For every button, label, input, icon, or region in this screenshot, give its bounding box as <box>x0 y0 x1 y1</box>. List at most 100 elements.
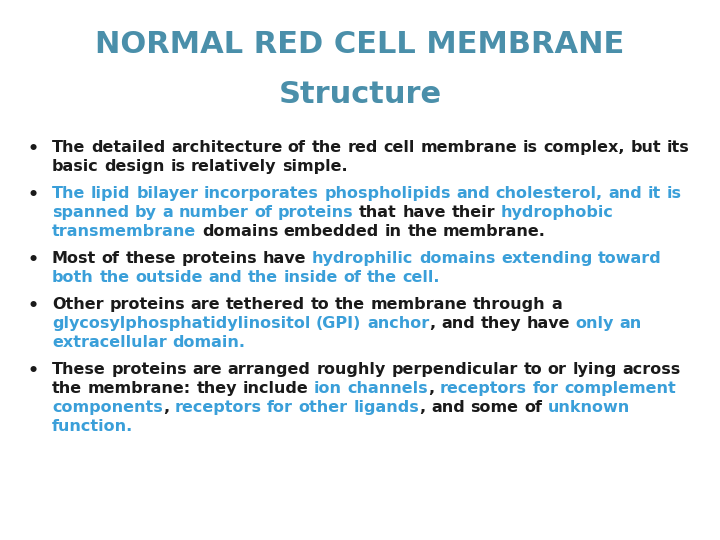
Text: the: the <box>99 270 130 285</box>
Text: extracellular: extracellular <box>52 335 167 350</box>
Text: they: they <box>480 316 521 331</box>
Text: are: are <box>193 362 222 377</box>
Text: NORMAL RED CELL MEMBRANE: NORMAL RED CELL MEMBRANE <box>95 30 625 59</box>
Text: Structure: Structure <box>279 80 441 109</box>
Text: domains: domains <box>419 251 495 266</box>
Text: is: is <box>523 140 538 155</box>
Text: toward: toward <box>598 251 662 266</box>
Text: these: these <box>125 251 176 266</box>
Text: proteins: proteins <box>112 362 187 377</box>
Text: arranged: arranged <box>228 362 311 377</box>
Text: basic: basic <box>52 159 99 174</box>
Text: is: is <box>667 186 682 201</box>
Text: cell.: cell. <box>402 270 440 285</box>
Text: of: of <box>102 251 120 266</box>
Text: of: of <box>288 140 306 155</box>
Text: embedded: embedded <box>284 224 379 239</box>
Text: perpendicular: perpendicular <box>391 362 518 377</box>
Text: and: and <box>608 186 642 201</box>
Text: ,: , <box>419 400 426 415</box>
Text: lying: lying <box>572 362 616 377</box>
Text: roughly: roughly <box>316 362 386 377</box>
Text: the: the <box>335 297 365 312</box>
Text: complex,: complex, <box>544 140 625 155</box>
Text: an: an <box>620 316 642 331</box>
Text: •: • <box>28 362 39 380</box>
Text: its: its <box>667 140 689 155</box>
Text: a: a <box>552 297 562 312</box>
Text: phospholipids: phospholipids <box>324 186 451 201</box>
Text: complement: complement <box>564 381 676 396</box>
Text: domain.: domain. <box>172 335 246 350</box>
Text: design: design <box>104 159 165 174</box>
Text: in: in <box>384 224 402 239</box>
Text: Other: Other <box>52 297 104 312</box>
Text: across: across <box>622 362 680 377</box>
Text: Most: Most <box>52 251 96 266</box>
Text: both: both <box>52 270 94 285</box>
Text: and: and <box>441 316 474 331</box>
Text: proteins: proteins <box>278 205 354 220</box>
Text: ,: , <box>163 400 169 415</box>
Text: incorporates: incorporates <box>204 186 319 201</box>
Text: transmembrane: transmembrane <box>52 224 197 239</box>
Text: inside: inside <box>284 270 338 285</box>
Text: the: the <box>52 381 82 396</box>
Text: of: of <box>254 205 272 220</box>
Text: extending: extending <box>501 251 593 266</box>
Text: the: the <box>248 270 278 285</box>
Text: and: and <box>208 270 242 285</box>
Text: relatively: relatively <box>191 159 276 174</box>
Text: the: the <box>367 270 397 285</box>
Text: of: of <box>343 270 361 285</box>
Text: (GPI): (GPI) <box>316 316 361 331</box>
Text: receptors: receptors <box>440 381 527 396</box>
Text: for: for <box>533 381 559 396</box>
Text: function.: function. <box>52 419 133 434</box>
Text: lipid: lipid <box>91 186 130 201</box>
Text: tethered: tethered <box>226 297 305 312</box>
Text: bilayer: bilayer <box>136 186 198 201</box>
Text: and: and <box>456 186 490 201</box>
Text: hydrophilic: hydrophilic <box>312 251 413 266</box>
Text: unknown: unknown <box>548 400 630 415</box>
Text: of: of <box>524 400 542 415</box>
Text: the: the <box>408 224 438 239</box>
Text: •: • <box>28 140 39 158</box>
Text: •: • <box>28 251 39 269</box>
Text: for: for <box>267 400 293 415</box>
Text: domains: domains <box>202 224 278 239</box>
Text: are: are <box>191 297 220 312</box>
Text: by: by <box>135 205 157 220</box>
Text: ,: , <box>429 316 436 331</box>
Text: cell: cell <box>383 140 415 155</box>
Text: red: red <box>347 140 377 155</box>
Text: proteins: proteins <box>109 297 185 312</box>
Text: only: only <box>575 316 614 331</box>
Text: they: they <box>197 381 237 396</box>
Text: outside: outside <box>135 270 202 285</box>
Text: and: and <box>431 400 464 415</box>
Text: cholesterol,: cholesterol, <box>496 186 603 201</box>
Text: have: have <box>263 251 307 266</box>
Text: glycosylphosphatidylinositol: glycosylphosphatidylinositol <box>52 316 310 331</box>
Text: The: The <box>52 140 86 155</box>
Text: include: include <box>243 381 308 396</box>
Text: anchor: anchor <box>367 316 429 331</box>
Text: membrane.: membrane. <box>443 224 546 239</box>
Text: ,: , <box>428 381 434 396</box>
Text: The: The <box>52 186 86 201</box>
Text: have: have <box>402 205 446 220</box>
Text: is: is <box>171 159 185 174</box>
Text: detailed: detailed <box>91 140 166 155</box>
Text: to: to <box>523 362 542 377</box>
Text: channels: channels <box>348 381 428 396</box>
Text: These: These <box>52 362 106 377</box>
Text: other: other <box>299 400 348 415</box>
Text: membrane: membrane <box>420 140 517 155</box>
Text: membrane:: membrane: <box>88 381 191 396</box>
Text: components: components <box>52 400 163 415</box>
Text: ion: ion <box>314 381 342 396</box>
Text: have: have <box>526 316 570 331</box>
Text: receptors: receptors <box>174 400 261 415</box>
